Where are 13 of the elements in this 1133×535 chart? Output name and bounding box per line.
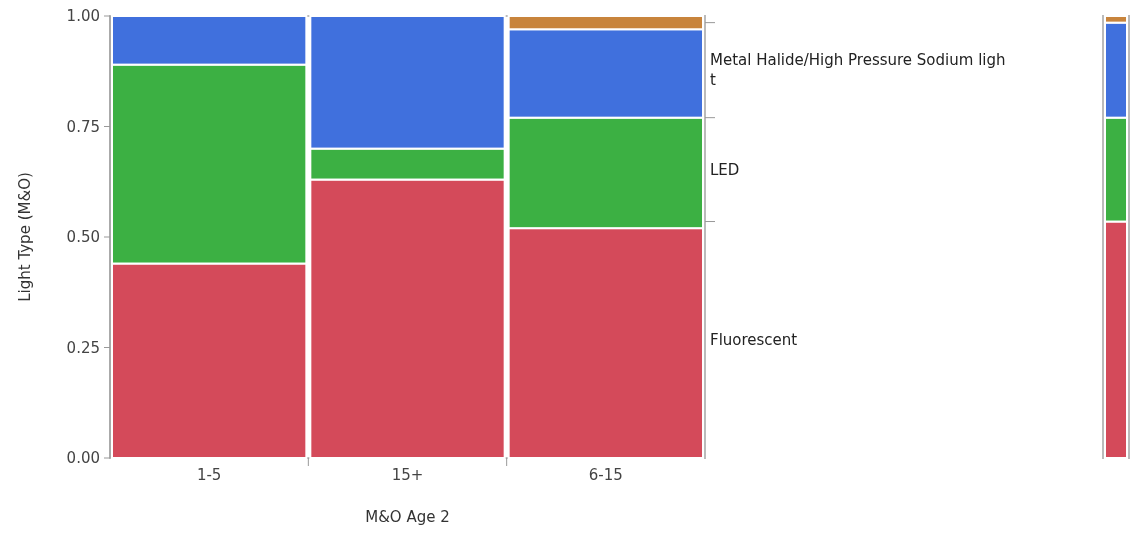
x-axis-title: M&O Age 2 (365, 508, 450, 526)
series-label: Metal Halide/High Pressure Sodium light (710, 51, 1006, 90)
y-tick-label: 0.50 (66, 228, 100, 247)
x-tick-label: 1-5 (196, 466, 222, 484)
y-tick-label: 0.00 (66, 449, 100, 468)
x-tick-label: 15+ (391, 466, 424, 484)
x-tick-label: 6-15 (588, 466, 623, 484)
series-label: Fluorescent (710, 331, 798, 350)
y-tick-label: 0.25 (66, 338, 100, 357)
y-tick-label: 1.00 (66, 7, 100, 26)
y-axis-title: Light Type (M&O) (16, 172, 34, 302)
y-tick-label: 0.75 (66, 117, 100, 136)
series-label: LED (710, 160, 740, 179)
